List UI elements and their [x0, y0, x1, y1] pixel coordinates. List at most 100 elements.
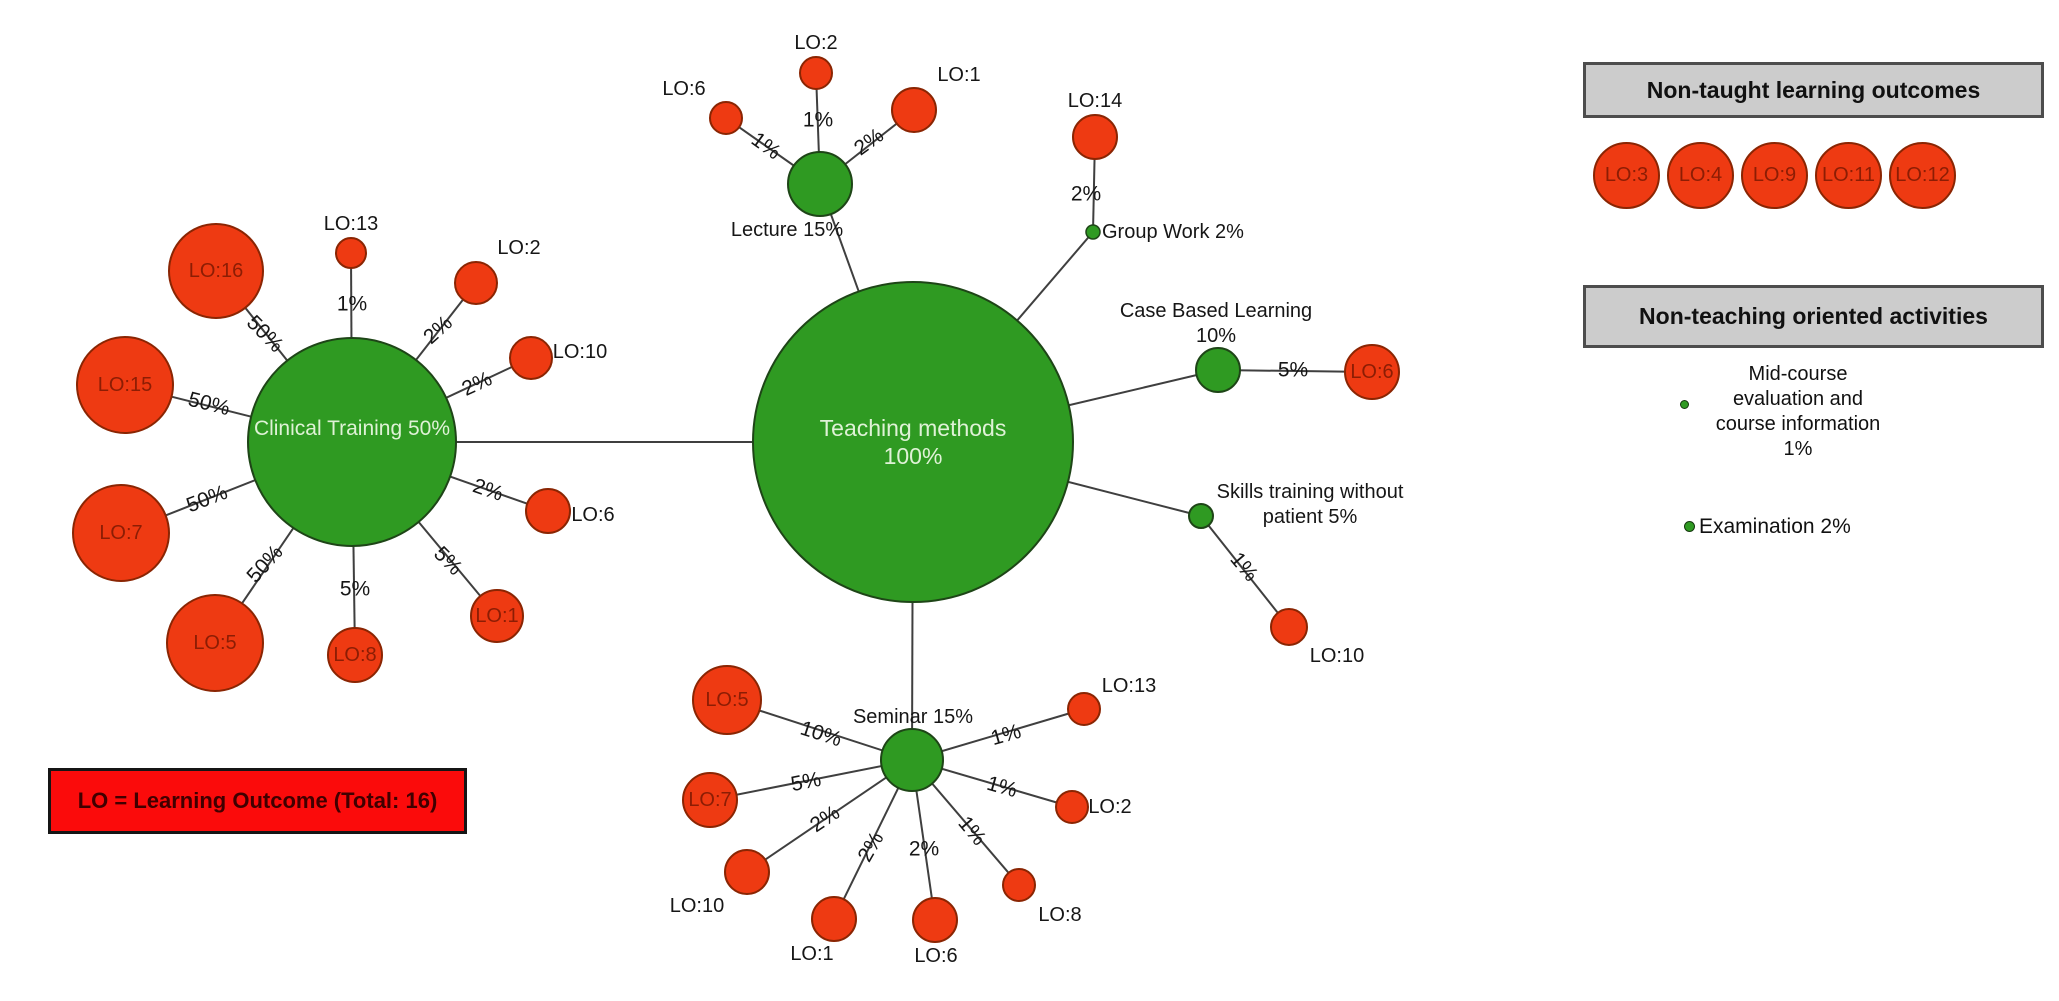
footnote-text: LO = Learning Outcome (Total: 16) [77, 788, 438, 813]
node-c15-label: LO:15 [98, 374, 152, 396]
node-m8-label: LO:8 [1038, 904, 1081, 926]
edge-clinical-c16-label: 50% [242, 311, 288, 357]
node-m7-label: LO:7 [688, 789, 731, 811]
node-c13-label: LO:13 [324, 213, 378, 235]
legend-circle-lo12: LO:12 [1889, 142, 1956, 209]
edge-clinical-c8-label: 5% [340, 578, 370, 601]
node-lecture-label: Lecture 15% [731, 219, 844, 241]
node-m10-label: LO:10 [670, 895, 724, 917]
node-c16-label: LO:16 [189, 260, 243, 282]
node-m6-label: LO:6 [914, 945, 957, 967]
node-m1-label: LO:1 [790, 943, 833, 965]
node-m5-label: LO:5 [705, 689, 748, 711]
midcourse-dot [1680, 400, 1689, 409]
node-g14-circle [1072, 114, 1118, 160]
node-clinical-label: Clinical Training 50% [254, 417, 450, 440]
node-m2-circle [1055, 790, 1089, 824]
node-c1-label: LO:1 [475, 605, 518, 627]
node-c15-circle [76, 336, 174, 434]
node-teaching-label: Teaching methods 100% [820, 415, 1007, 469]
edge-seminar-m6-label: 2% [909, 838, 939, 861]
node-m8-circle [1002, 868, 1036, 902]
edge-seminar-m10-label: 2% [806, 801, 844, 837]
node-s10-circle [1270, 608, 1308, 646]
edge-seminar-m2-label: 1% [984, 772, 1020, 802]
node-c7-label: LO:7 [99, 522, 142, 544]
node-m6-circle [912, 897, 958, 943]
legend-circle-lo9: LO:9 [1741, 142, 1808, 209]
edge-seminar-m1-label: 2% [853, 828, 888, 866]
midcourse-label-line: Mid-course [1748, 363, 1848, 385]
node-c8-label: LO:8 [333, 644, 376, 666]
node-c10-circle [509, 336, 553, 380]
node-c2-label: LO:2 [497, 237, 540, 259]
midcourse-label-line: course information [1715, 413, 1881, 435]
node-cb6-label: LO:6 [1350, 361, 1393, 383]
legend-non-teaching-header: Non-teaching oriented activities [1583, 285, 2044, 348]
node-casebased-circle [1195, 347, 1241, 393]
edge-seminar-m7-label: 5% [789, 768, 823, 796]
legend-non-taught-circles: LO:3 LO:4 LO:9 LO:11 LO:12 [1593, 142, 1956, 209]
node-c10-label: LO:10 [553, 341, 607, 363]
node-skills-label: Skills training without patient 5% [1217, 481, 1404, 528]
edge-clinical-c10-label: 2% [458, 367, 495, 401]
legend-non-taught-header: Non-taught learning outcomes [1583, 62, 2044, 118]
edge-clinical-c2-label: 2% [419, 311, 457, 348]
node-l1-circle [891, 87, 937, 133]
node-m1-circle [811, 896, 857, 942]
edge-skills-s10 [1200, 515, 1290, 628]
node-lecture-circle [787, 151, 853, 217]
edge-casebased-cb6-label: 5% [1278, 359, 1308, 382]
edge-lecture-l6-label: 1% [747, 128, 785, 164]
node-groupwork-circle [1085, 224, 1101, 240]
examination-label: Examination 2% [1699, 515, 1851, 538]
node-seminar-label: Seminar 15% [853, 706, 973, 728]
node-c7-circle [72, 484, 170, 582]
node-l1-label: LO:1 [937, 64, 980, 86]
node-c6-label: LO:6 [571, 504, 614, 526]
node-casebased-label: Case Based Learning 10% [1120, 300, 1312, 347]
node-c16-circle [168, 223, 264, 319]
node-m7-circle [682, 772, 738, 828]
node-c6-circle [525, 488, 571, 534]
node-c2-circle [454, 261, 498, 305]
edge-clinical-c7-label: 50% [183, 481, 230, 518]
edge-lecture-l2-label: 1% [803, 109, 833, 132]
edge-seminar-m13-label: 1% [988, 720, 1024, 750]
node-m13-label: LO:13 [1102, 675, 1156, 697]
node-m5-circle [692, 665, 762, 735]
node-c5-circle [166, 594, 264, 692]
midcourse-label: Mid-course evaluation and course informati… [1698, 362, 1898, 462]
node-m2-label: LO:2 [1088, 796, 1131, 818]
midcourse-label-line: evaluation and [1732, 388, 1864, 410]
node-g14-label: LO:14 [1068, 90, 1122, 112]
legend-non-teaching-title: Non-teaching oriented activities [1639, 303, 1988, 329]
edge-clinical-c13-label: 1% [337, 293, 367, 316]
legend-circle-lo11: LO:11 [1815, 142, 1882, 209]
node-c1-circle [470, 589, 524, 643]
node-skills-circle [1188, 503, 1214, 529]
edge-groupwork-g14-label: 2% [1071, 183, 1101, 206]
node-l6-circle [709, 101, 743, 135]
edge-seminar-m7 [709, 759, 913, 801]
node-c5-label: LO:5 [193, 632, 236, 654]
edge-seminar-m5-label: 10% [797, 717, 844, 752]
node-cb6-circle [1344, 344, 1400, 400]
node-c8-circle [327, 627, 383, 683]
legend-circle-lo3: LO:3 [1593, 142, 1660, 209]
node-c13-circle [335, 237, 367, 269]
node-l2-label: LO:2 [794, 32, 837, 54]
legend-non-taught-title: Non-taught learning outcomes [1646, 76, 1981, 103]
footnote-box: LO = Learning Outcome (Total: 16) [48, 768, 467, 834]
node-clinical-circle [247, 337, 457, 547]
node-teaching-circle [752, 281, 1074, 603]
node-l6-label: LO:6 [662, 78, 705, 100]
node-seminar-circle [880, 728, 944, 792]
edge-clinical-c15-label: 50% [186, 388, 232, 420]
node-m13-circle [1067, 692, 1101, 726]
node-m10-circle [724, 849, 770, 895]
examination-dot [1684, 521, 1695, 532]
node-s10-label: LO:10 [1310, 645, 1364, 667]
